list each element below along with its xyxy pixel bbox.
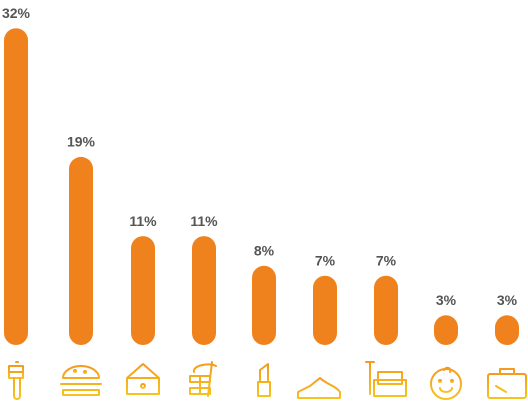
bar: [192, 236, 216, 345]
bag-icon: [126, 363, 160, 395]
value-label: 32%: [2, 5, 31, 21]
value-label: 11%: [129, 213, 157, 229]
value-label: 7%: [315, 252, 336, 268]
category-icons: [8, 361, 527, 400]
value-label: 19%: [67, 134, 96, 150]
value-label: 11%: [190, 213, 218, 229]
value-label: 3%: [497, 292, 518, 308]
bar: [313, 275, 337, 345]
value-label: 3%: [436, 292, 457, 308]
sewing-icon: [189, 361, 217, 397]
bar: [4, 28, 28, 345]
shoe-icon: [297, 377, 341, 399]
value-label: 8%: [254, 243, 275, 259]
baby-icon: [430, 366, 462, 400]
bar: [495, 315, 519, 345]
lipstick-icon: [257, 363, 271, 397]
burger-icon: [60, 365, 102, 396]
bar: [434, 315, 458, 345]
bar: [69, 156, 93, 345]
brush-icon: [8, 361, 24, 400]
value-label: 7%: [376, 252, 397, 268]
armchair-icon: [365, 361, 407, 397]
bar: [131, 236, 155, 345]
bar: [252, 265, 276, 345]
bar: [374, 275, 398, 345]
suitcase-icon: [487, 368, 527, 399]
